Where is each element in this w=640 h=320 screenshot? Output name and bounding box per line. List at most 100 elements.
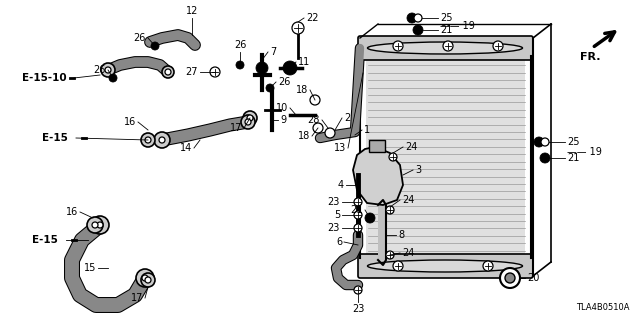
Text: 3: 3: [415, 165, 421, 175]
Circle shape: [414, 14, 422, 22]
Circle shape: [109, 74, 117, 82]
Circle shape: [540, 153, 550, 163]
Circle shape: [354, 198, 362, 206]
Text: E-15: E-15: [42, 133, 68, 143]
Text: E-15: E-15: [32, 235, 58, 245]
Circle shape: [354, 286, 362, 294]
Text: —— 19: —— 19: [567, 147, 602, 157]
Circle shape: [541, 138, 549, 146]
Circle shape: [210, 67, 220, 77]
Ellipse shape: [367, 260, 522, 272]
Text: 21: 21: [567, 153, 579, 163]
Circle shape: [97, 222, 103, 228]
Text: 22: 22: [306, 13, 319, 23]
Text: 23: 23: [328, 197, 340, 207]
Circle shape: [354, 224, 362, 232]
Circle shape: [483, 261, 493, 271]
Text: 26: 26: [93, 65, 106, 75]
Circle shape: [313, 123, 323, 133]
Polygon shape: [353, 147, 403, 205]
Circle shape: [136, 269, 154, 287]
Text: FR.: FR.: [580, 52, 600, 62]
Circle shape: [534, 137, 544, 147]
Circle shape: [407, 13, 417, 23]
Circle shape: [92, 222, 98, 228]
Text: TLA4B0510A: TLA4B0510A: [577, 303, 630, 312]
Text: 24: 24: [405, 142, 417, 152]
Circle shape: [393, 261, 403, 271]
Text: 21: 21: [351, 205, 363, 215]
Circle shape: [389, 153, 397, 161]
Text: 17: 17: [230, 123, 242, 133]
Text: 7: 7: [270, 47, 276, 57]
Circle shape: [493, 41, 503, 51]
Circle shape: [105, 67, 111, 73]
Text: 23: 23: [328, 223, 340, 233]
Circle shape: [91, 216, 109, 234]
Circle shape: [159, 137, 165, 143]
Text: 8: 8: [398, 230, 404, 240]
Text: 14: 14: [180, 143, 192, 153]
Bar: [366, 56, 525, 258]
Text: 9: 9: [280, 115, 286, 125]
Circle shape: [245, 119, 251, 125]
Text: —— 19: —— 19: [440, 21, 475, 31]
Text: 11: 11: [298, 57, 310, 67]
Circle shape: [162, 66, 174, 78]
Text: 24: 24: [402, 195, 414, 205]
Text: 16: 16: [124, 117, 136, 127]
Circle shape: [354, 211, 362, 219]
Circle shape: [500, 268, 520, 288]
Circle shape: [256, 62, 268, 74]
Circle shape: [142, 275, 148, 281]
Circle shape: [87, 217, 103, 233]
Circle shape: [243, 111, 257, 125]
Text: E-15-10: E-15-10: [22, 73, 67, 83]
Text: 18: 18: [296, 85, 308, 95]
Circle shape: [165, 69, 171, 75]
Bar: [369, 140, 385, 152]
Circle shape: [386, 251, 394, 259]
Text: 26: 26: [134, 33, 146, 43]
Circle shape: [236, 61, 244, 69]
Circle shape: [386, 206, 394, 214]
Text: 24: 24: [402, 248, 414, 258]
Text: 6: 6: [336, 237, 342, 247]
Text: 27: 27: [186, 67, 198, 77]
Text: 28: 28: [308, 115, 320, 125]
Text: 26: 26: [278, 77, 291, 87]
Text: 17: 17: [131, 293, 143, 303]
Circle shape: [283, 61, 297, 75]
Circle shape: [266, 84, 274, 92]
Text: 13: 13: [333, 143, 346, 153]
Text: 26: 26: [234, 40, 246, 50]
Circle shape: [413, 25, 423, 35]
Circle shape: [292, 22, 304, 34]
Circle shape: [247, 115, 253, 121]
Circle shape: [141, 133, 155, 147]
FancyBboxPatch shape: [358, 254, 533, 278]
Text: 21: 21: [440, 25, 452, 35]
Text: 2: 2: [344, 113, 350, 123]
Text: 18: 18: [298, 131, 310, 141]
Circle shape: [310, 95, 320, 105]
Circle shape: [141, 273, 155, 287]
Circle shape: [393, 41, 403, 51]
Circle shape: [505, 273, 515, 283]
FancyBboxPatch shape: [358, 36, 533, 60]
Circle shape: [443, 41, 453, 51]
Polygon shape: [378, 205, 386, 260]
Text: 25: 25: [567, 137, 579, 147]
Circle shape: [365, 213, 375, 223]
Circle shape: [154, 132, 170, 148]
Text: 1: 1: [364, 125, 370, 135]
Text: 25: 25: [440, 13, 452, 23]
Circle shape: [145, 137, 151, 143]
Text: 23: 23: [352, 304, 364, 314]
Circle shape: [145, 277, 151, 283]
Circle shape: [241, 115, 255, 129]
Text: 10: 10: [276, 103, 288, 113]
Text: 4: 4: [338, 180, 344, 190]
Ellipse shape: [367, 42, 522, 54]
Circle shape: [325, 128, 335, 138]
